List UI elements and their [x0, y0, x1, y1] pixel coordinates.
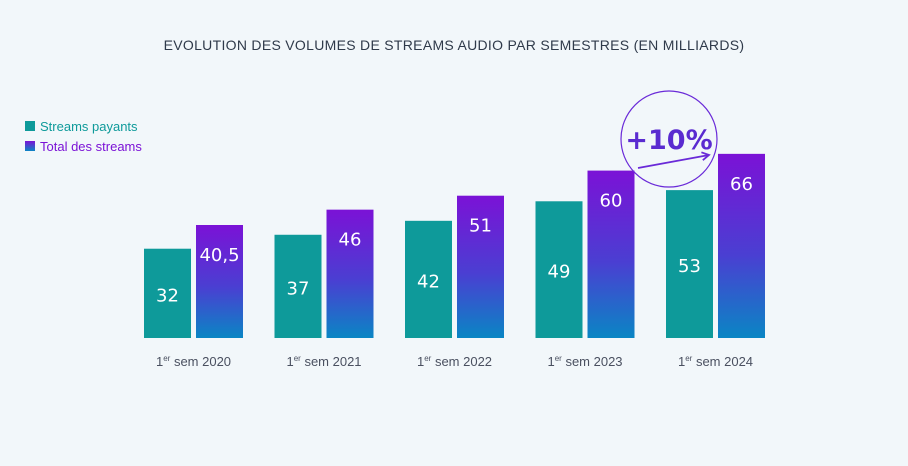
bars: 32 40,5 37 46 42 51 49 60 53 66 — [144, 153, 765, 338]
bar-label-total: 60 — [600, 191, 623, 212]
bar-label-paid: 53 — [678, 256, 701, 277]
bar-total-streams — [587, 170, 635, 338]
bar-streams-payants — [144, 248, 191, 338]
bar-streams-payants — [274, 234, 322, 338]
annotation-circle — [620, 90, 718, 188]
bar-label-paid: 32 — [156, 285, 179, 306]
legend-label-total: Total des streams — [40, 139, 142, 154]
bar-label-paid: 42 — [417, 271, 440, 292]
bar-streams-payants — [666, 190, 713, 338]
bar-label-total: 40,5 — [199, 245, 239, 266]
bar-label-total: 66 — [730, 174, 753, 195]
legend-swatch-total — [25, 141, 35, 151]
bar-total-streams — [196, 225, 243, 338]
legend-swatch-paid — [25, 121, 35, 131]
legend-label-paid: Streams payants — [40, 119, 138, 134]
bar-label-paid: 37 — [287, 278, 310, 299]
annotation-arrow — [637, 151, 711, 169]
bar-label-total: 51 — [469, 216, 492, 237]
x-tick-label: 1er sem 2020 — [156, 354, 231, 369]
bar-total-streams — [718, 153, 765, 338]
annotation-percent: +10% — [625, 125, 712, 156]
x-tick-label: 1er sem 2024 — [678, 354, 753, 369]
chart-title: EVOLUTION DES VOLUMES DE STREAMS AUDIO P… — [164, 37, 745, 53]
bar-total-streams — [326, 209, 374, 338]
bar-streams-payants — [405, 220, 452, 338]
x-tick-label: 1er sem 2021 — [286, 354, 361, 369]
bar-label-paid: 49 — [548, 262, 571, 283]
bar-label-total: 46 — [339, 230, 362, 251]
x-tick-label: 1er sem 2022 — [417, 354, 492, 369]
bar-streams-payants — [535, 201, 583, 338]
legend: Streams payants Total des streams — [25, 119, 142, 154]
growth-annotation: +10% — [620, 90, 718, 188]
bar-total-streams — [457, 195, 504, 338]
x-tick-label: 1er sem 2023 — [547, 354, 622, 369]
x-axis-ticks: 1er sem 2020 1er sem 2021 1er sem 2022 1er … — [156, 354, 753, 369]
